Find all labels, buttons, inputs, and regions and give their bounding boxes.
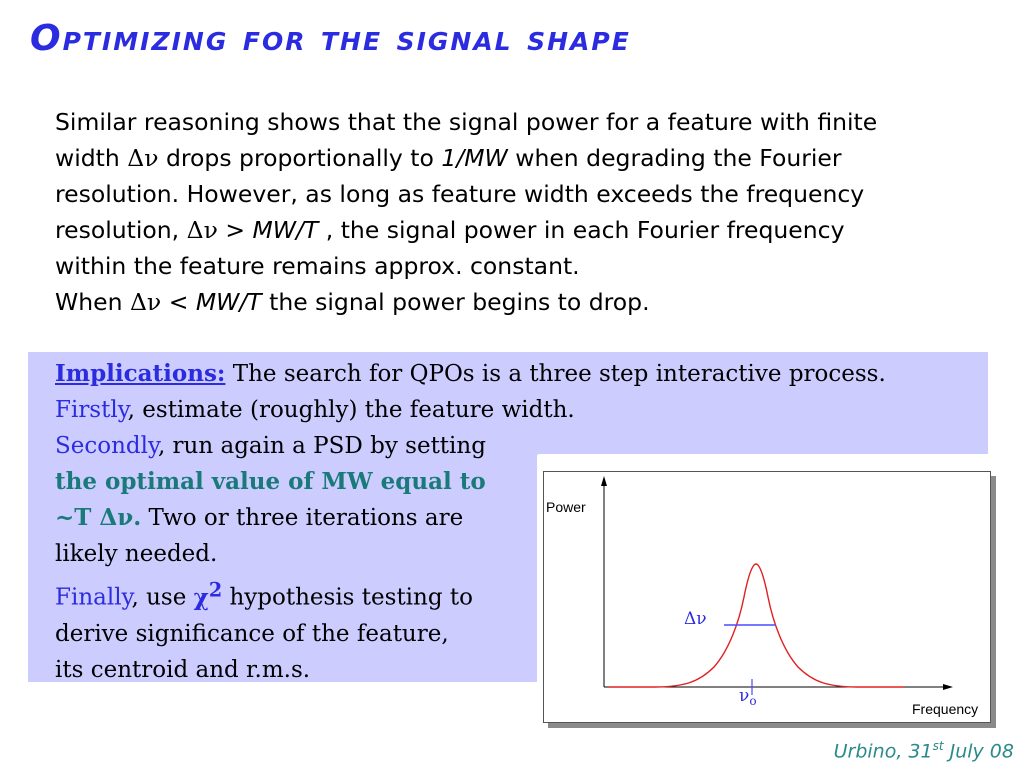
- implications-box-top: [28, 352, 988, 454]
- width-label: Δν: [684, 609, 707, 629]
- intro-text: , the signal power in each Fourier frequ…: [318, 216, 845, 244]
- signal-curve: [609, 563, 904, 688]
- footer-text: July 08: [943, 740, 1014, 763]
- impl-text: , use: [131, 584, 194, 611]
- intro-text: resolution,: [55, 216, 187, 244]
- x-axis-arrow: [943, 684, 953, 690]
- intro-formula: 1/MW: [441, 144, 508, 172]
- intro-line-4: resolution, Δν > MW/T , the signal power…: [55, 212, 1005, 248]
- implications-label: Implications:: [55, 360, 226, 387]
- implications-block: Implications: The search for QPOs is a t…: [55, 356, 995, 688]
- y-axis-label: Power: [546, 499, 586, 515]
- impl-highlight: ~T Δν.: [55, 504, 142, 531]
- delta-nu-symbol: Δν: [186, 216, 218, 244]
- qpo-plot: Power Frequency Δν νo: [546, 476, 978, 717]
- intro-text: drops proportionally to: [158, 144, 442, 172]
- chi-symbol: χ: [193, 583, 209, 611]
- intro-text: When: [55, 288, 130, 316]
- intro-formula: MW/T: [252, 216, 319, 244]
- slide-footer: Urbino, 31st July 08: [834, 739, 1014, 762]
- intro-text: the signal power begins to drop.: [261, 288, 650, 316]
- plot-panel: Power Frequency Δν νo: [543, 471, 991, 723]
- footer-superscript: st: [932, 739, 944, 753]
- centroid-subscript: o: [749, 694, 756, 708]
- chi-exponent: 2: [208, 578, 223, 601]
- step-finally: Finally: [55, 584, 132, 611]
- impl-text: , estimate (roughly) the feature width.: [127, 397, 575, 423]
- impl-line-7: Finally, use χ2 hypothesis testing to: [55, 572, 995, 616]
- intro-line-5: within the feature remains approx. const…: [55, 252, 580, 280]
- intro-line-2: width Δν drops proportionally to 1/MW wh…: [55, 140, 1005, 176]
- impl-line-9: its centroid and r.m.s.: [55, 656, 311, 683]
- intro-line-1: Similar reasoning shows that the signal …: [55, 108, 878, 136]
- implications-box-bottom: [28, 454, 538, 682]
- impl-text: hypothesis testing to: [222, 584, 473, 611]
- impl-text: Two or three iterations are: [141, 505, 464, 531]
- intro-paragraph: Similar reasoning shows that the signal …: [55, 104, 1005, 320]
- y-axis-arrow: [601, 476, 607, 486]
- x-axis-label: Frequency: [912, 701, 978, 717]
- centroid-nu: ν: [739, 686, 749, 706]
- intro-line-3: resolution. However, as long as feature …: [55, 180, 865, 208]
- impl-line-4: the optimal value of MW equal to: [55, 468, 486, 495]
- impl-line-3: Secondly, run again a PSD by setting: [55, 428, 995, 464]
- intro-text: <: [161, 288, 196, 316]
- impl-text: The search for QPOs is a three step inte…: [225, 361, 886, 387]
- intro-line-6: When Δν < MW/T the signal power begins t…: [55, 284, 1005, 320]
- delta-nu-symbol: Δν: [129, 288, 162, 316]
- impl-line-2: Firstly, estimate (roughly) the feature …: [55, 392, 995, 428]
- impl-text: , run again a PSD by setting: [157, 433, 486, 459]
- step-secondly: Secondly: [55, 433, 158, 459]
- impl-line-1: Implications: The search for QPOs is a t…: [55, 356, 995, 392]
- intro-text: when degrading the Fourier: [507, 144, 842, 172]
- chi-square-symbol: χ2: [193, 578, 222, 611]
- intro-formula: MW/T: [195, 288, 262, 316]
- intro-text: >: [217, 216, 253, 244]
- impl-line-5: ~T Δν. Two or three iterations are: [55, 500, 995, 536]
- delta-nu-symbol: Δν: [127, 144, 159, 172]
- slide-title: Optimizing for the signal shape: [30, 18, 631, 59]
- impl-line-8: derive significance of the feature,: [55, 620, 449, 647]
- intro-text: width: [55, 144, 128, 172]
- centroid-label: νo: [739, 686, 757, 708]
- footer-text: Urbino, 31: [833, 740, 933, 763]
- step-firstly: Firstly: [55, 397, 128, 423]
- impl-line-6: likely needed.: [55, 541, 218, 567]
